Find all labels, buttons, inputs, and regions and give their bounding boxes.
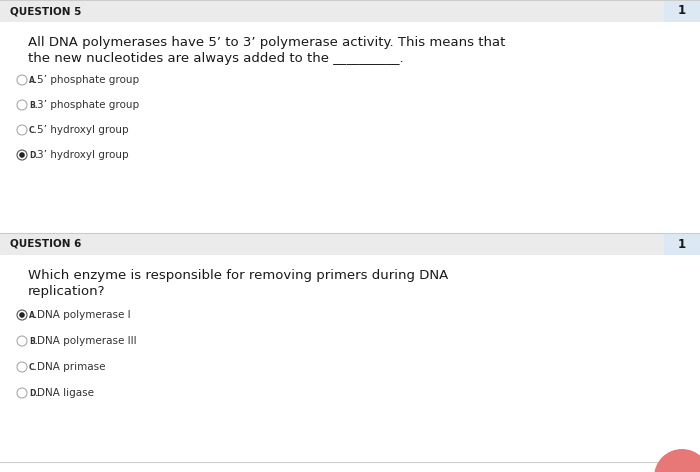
Text: DNA primase: DNA primase [37, 362, 106, 372]
Text: DNA polymerase I: DNA polymerase I [37, 310, 131, 320]
Text: D.: D. [29, 389, 38, 398]
Text: D.: D. [29, 151, 38, 160]
Text: A.: A. [29, 76, 38, 85]
Circle shape [19, 152, 24, 158]
Text: 5’ hydroxyl group: 5’ hydroxyl group [37, 125, 129, 135]
Text: A.: A. [29, 311, 38, 320]
Circle shape [654, 449, 700, 472]
Circle shape [17, 125, 27, 135]
Circle shape [17, 388, 27, 398]
Text: DNA polymerase III: DNA polymerase III [37, 336, 136, 346]
FancyBboxPatch shape [0, 233, 664, 255]
Circle shape [17, 100, 27, 110]
Circle shape [19, 312, 24, 318]
FancyBboxPatch shape [664, 233, 700, 255]
Circle shape [17, 150, 27, 160]
Text: QUESTION 5: QUESTION 5 [10, 6, 81, 16]
Text: C.: C. [29, 363, 38, 372]
Text: 5’ phosphate group: 5’ phosphate group [37, 75, 139, 85]
Text: 3’ hydroxyl group: 3’ hydroxyl group [37, 150, 129, 160]
Text: replication?: replication? [28, 285, 106, 298]
Circle shape [17, 75, 27, 85]
Text: All DNA polymerases have 5’ to 3’ polymerase activity. This means that: All DNA polymerases have 5’ to 3’ polyme… [28, 36, 505, 49]
Text: 3’ phosphate group: 3’ phosphate group [37, 100, 139, 110]
Circle shape [17, 362, 27, 372]
Text: 1: 1 [678, 5, 686, 17]
Circle shape [17, 336, 27, 346]
FancyBboxPatch shape [0, 0, 664, 22]
Text: Which enzyme is responsible for removing primers during DNA: Which enzyme is responsible for removing… [28, 269, 448, 282]
FancyBboxPatch shape [664, 0, 700, 22]
Text: DNA ligase: DNA ligase [37, 388, 94, 398]
Text: the new nucleotides are always added to the __________.: the new nucleotides are always added to … [28, 52, 404, 65]
Circle shape [17, 310, 27, 320]
Text: B.: B. [29, 337, 38, 346]
Text: C.: C. [29, 126, 38, 135]
Text: B.: B. [29, 101, 38, 110]
Text: 1: 1 [678, 237, 686, 251]
Text: QUESTION 6: QUESTION 6 [10, 239, 81, 249]
